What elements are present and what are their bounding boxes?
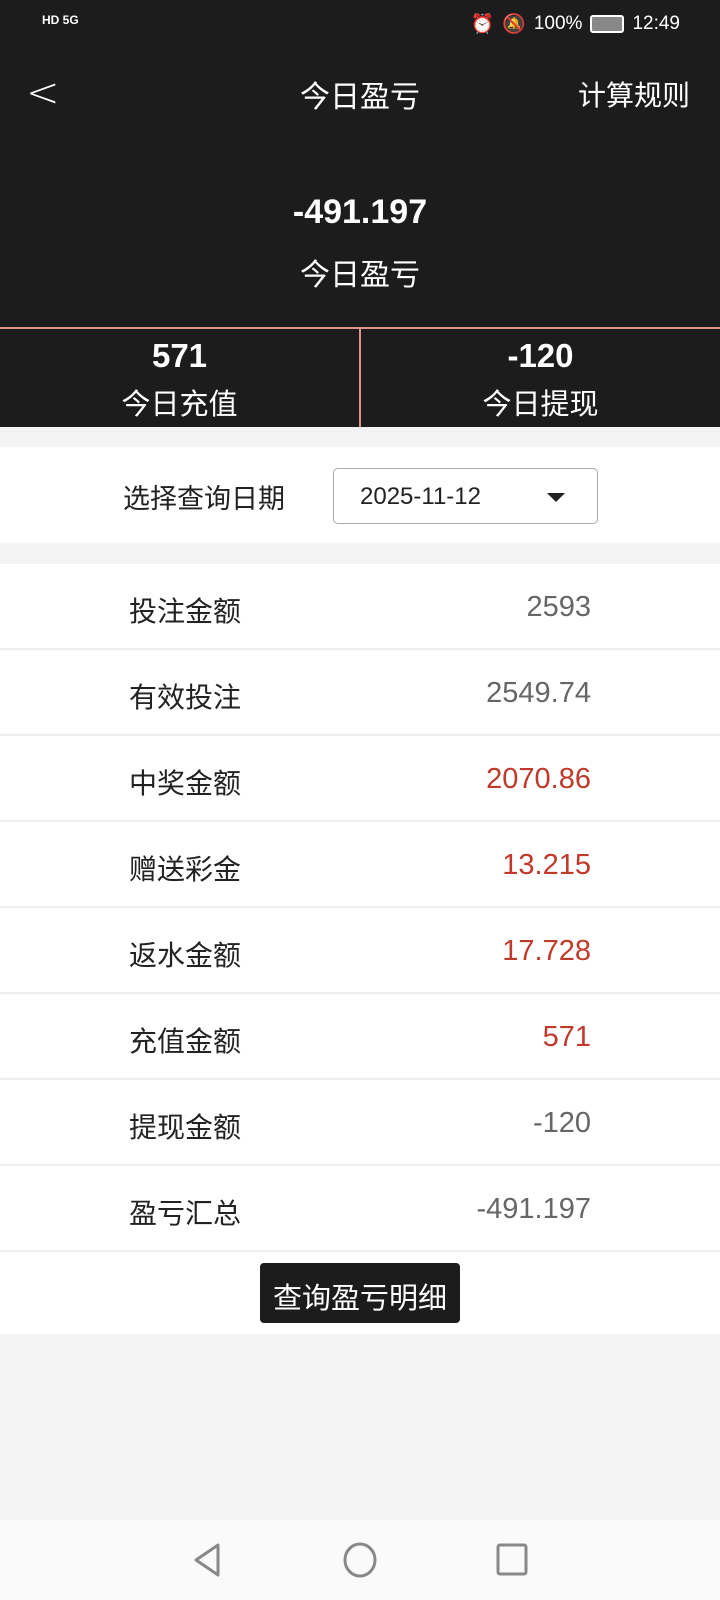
system-nav-bar [0,1520,720,1600]
row-value: 571 [542,1021,591,1053]
caret-down-icon [547,493,565,502]
date-value: 2025-11-12 [360,483,481,510]
today-pl-value: -491.197 [292,193,428,231]
row-value: -491.197 [476,1193,592,1225]
list-item: 赠送彩金 13.215 [0,822,720,908]
row-value: 13.215 [502,849,591,881]
battery-percent: 100% [533,13,583,34]
nav-recents-icon[interactable] [495,1542,529,1578]
row-label: 提现金额 [129,1111,242,1144]
page-title: 今日盈亏 [300,80,420,115]
today-pl-label: 今日盈亏 [300,258,420,293]
list-item: 盈亏汇总 -491.197 [0,1166,720,1252]
today-recharge: 571 今日充值 [0,329,361,427]
today-withdraw: -120 今日提现 [361,329,720,427]
recharge-label: 今日充值 [121,387,238,421]
withdraw-value: -120 [507,337,574,374]
battery-icon [590,15,625,33]
clock: 12:49 [632,13,680,34]
recharge-value: 571 [151,337,208,374]
row-label: 赠送彩金 [129,853,242,886]
row-label: 中奖金额 [129,767,242,800]
list-item: 投注金额 2593 [0,564,720,650]
row-value: -120 [532,1107,591,1139]
back-icon[interactable]: < [26,70,60,116]
row-value: 2070.86 [486,763,591,795]
alarm-icon: ⏰ [470,14,495,35]
header-panel: HD 5G ⏰ 🔕 100% 12:49 < 今日盈亏 计算规则 -491.19… [0,0,720,427]
row-label: 盈亏汇总 [129,1197,242,1230]
date-label: 选择查询日期 [123,484,285,515]
stats-list: 投注金额 2593 有效投注 2549.74 中奖金额 2070.86 赠送彩金 13.… [0,564,720,1334]
row-value: 2549.74 [486,677,591,709]
row-label: 有效投注 [129,681,242,714]
date-row: 选择查询日期 2025-11-12 [0,447,720,543]
query-detail-button[interactable]: 查询盈亏明细 [260,1263,460,1323]
mute-icon: 🔕 [502,14,526,35]
recharge-withdraw-summary: 571 今日充值 -120 今日提现 [0,327,720,427]
nav-back-icon[interactable] [190,1542,224,1578]
nav-home-icon[interactable] [343,1542,377,1578]
list-item: 有效投注 2549.74 [0,650,720,736]
row-value: 2593 [526,591,591,623]
rules-button[interactable]: 计算规则 [577,79,690,112]
date-select[interactable]: 2025-11-12 [333,468,598,524]
status-bar: HD 5G ⏰ 🔕 100% 12:49 [0,10,720,40]
list-item: 充值金额 571 [0,994,720,1080]
list-item: 返水金额 17.728 [0,908,720,994]
row-label: 充值金额 [129,1025,242,1058]
row-label: 返水金额 [129,939,242,972]
list-item: 中奖金额 2070.86 [0,736,720,822]
row-value: 17.728 [502,935,591,967]
list-item: 提现金额 -120 [0,1080,720,1166]
withdraw-label: 今日提现 [482,387,599,421]
network-indicator: HD 5G [42,13,79,27]
row-label: 投注金额 [129,595,242,628]
